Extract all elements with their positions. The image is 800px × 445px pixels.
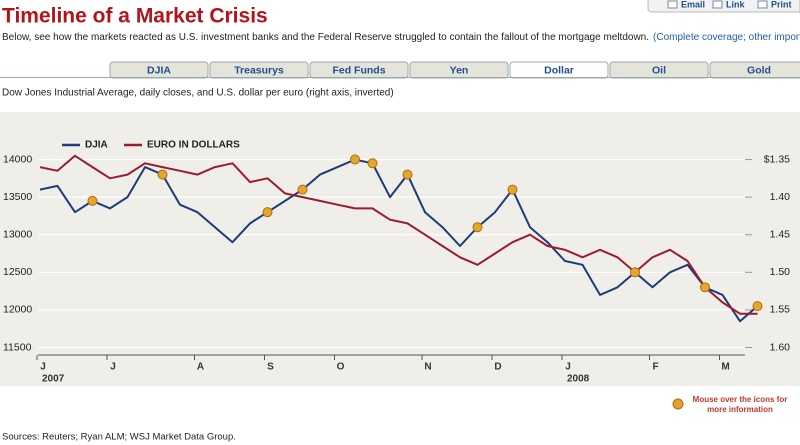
subtitle: Below, see how the markets reacted as U.… — [2, 32, 800, 43]
y2-tick-label: 1.55 — [770, 304, 791, 316]
action-icon — [667, 0, 678, 9]
chart-title: Dow Jones Industrial Average, daily clos… — [2, 88, 394, 99]
event-icon[interactable] — [700, 282, 710, 293]
page-title: Timeline of a Market Crisis — [2, 5, 268, 28]
sources: Sources: Reuters; Ryan ALM; WSJ Market D… — [2, 432, 236, 443]
tab-label[interactable]: Treasurys — [234, 64, 284, 76]
event-icon[interactable] — [752, 301, 763, 312]
action-link[interactable]: Print — [771, 0, 792, 9]
y2-tick-label: 1.40 — [770, 191, 791, 203]
action-link[interactable]: Link — [726, 0, 745, 9]
event-icon[interactable] — [297, 184, 308, 195]
note-box — [672, 397, 790, 419]
x-tick-label: A — [197, 362, 204, 373]
subtitle-text: Below, see how the markets reacted as U.… — [2, 32, 649, 43]
x-tick-label: J — [40, 362, 46, 373]
note-icon — [672, 398, 684, 410]
event-icon[interactable] — [157, 169, 168, 180]
x-tick-label: J — [565, 362, 571, 373]
tab-label[interactable]: Gold — [747, 64, 771, 76]
event-icon[interactable] — [87, 195, 98, 206]
event-icon[interactable] — [402, 169, 413, 180]
y2-tick-label: 1.45 — [770, 229, 791, 241]
y-tick-label: 14000 — [3, 153, 32, 165]
y-tick-label: 11500 — [3, 341, 32, 353]
tab-bar: DJIA Treasurys Fed Funds Yen Dollar Oil Gold — [109, 61, 800, 79]
y2-tick-label: $1.35 — [764, 153, 790, 165]
year-label: 2007 — [42, 374, 65, 385]
note-wrap: Mouse over the icons for more informatio… — [692, 395, 788, 414]
event-icon[interactable] — [367, 158, 378, 169]
plot-panel — [0, 112, 800, 386]
x-tick-label: S — [267, 362, 274, 373]
year-label: 2008 — [567, 374, 590, 385]
y2-tick-label: 1.50 — [770, 266, 791, 278]
tab-label[interactable]: Fed Funds — [332, 64, 385, 76]
subtitle-links[interactable]: (Complete coverage; other important date… — [653, 32, 800, 43]
legend-label: DJIA — [85, 140, 108, 151]
y-tick-label: 13000 — [3, 229, 32, 241]
x-tick-label: D — [494, 362, 501, 373]
y-tick-label: 12500 — [3, 266, 32, 278]
event-icon[interactable] — [472, 222, 483, 233]
y2-tick-label: 1.60 — [770, 341, 791, 353]
event-icon[interactable] — [262, 207, 273, 218]
tab-label[interactable]: Oil — [652, 64, 666, 76]
action-icon — [712, 0, 723, 9]
action-link[interactable]: Email — [681, 0, 705, 9]
event-icon[interactable] — [507, 184, 518, 195]
note: Mouse over the icons for more informatio… — [692, 395, 788, 414]
tab-label[interactable]: Yen — [450, 64, 469, 76]
plot: 11500 12000 12500 13000 13500 14000 $1.35 1.40 1… — [3, 140, 790, 385]
tab-label[interactable]: Dollar — [544, 64, 574, 76]
x-tick-label: N — [424, 362, 431, 373]
x-tick-label: J — [110, 362, 116, 373]
x-tick-label: O — [337, 362, 345, 373]
event-icon[interactable] — [350, 154, 360, 165]
tab-label[interactable]: DJIA — [147, 64, 171, 76]
y-tick-label: 13500 — [3, 191, 32, 203]
x-tick-label: M — [721, 362, 729, 373]
event-icon[interactable] — [630, 267, 640, 278]
y-tick-label: 12000 — [3, 304, 32, 316]
x-tick-label: F — [652, 362, 658, 373]
action-icon — [757, 0, 768, 9]
legend-label: EURO IN DOLLARS — [147, 140, 240, 151]
